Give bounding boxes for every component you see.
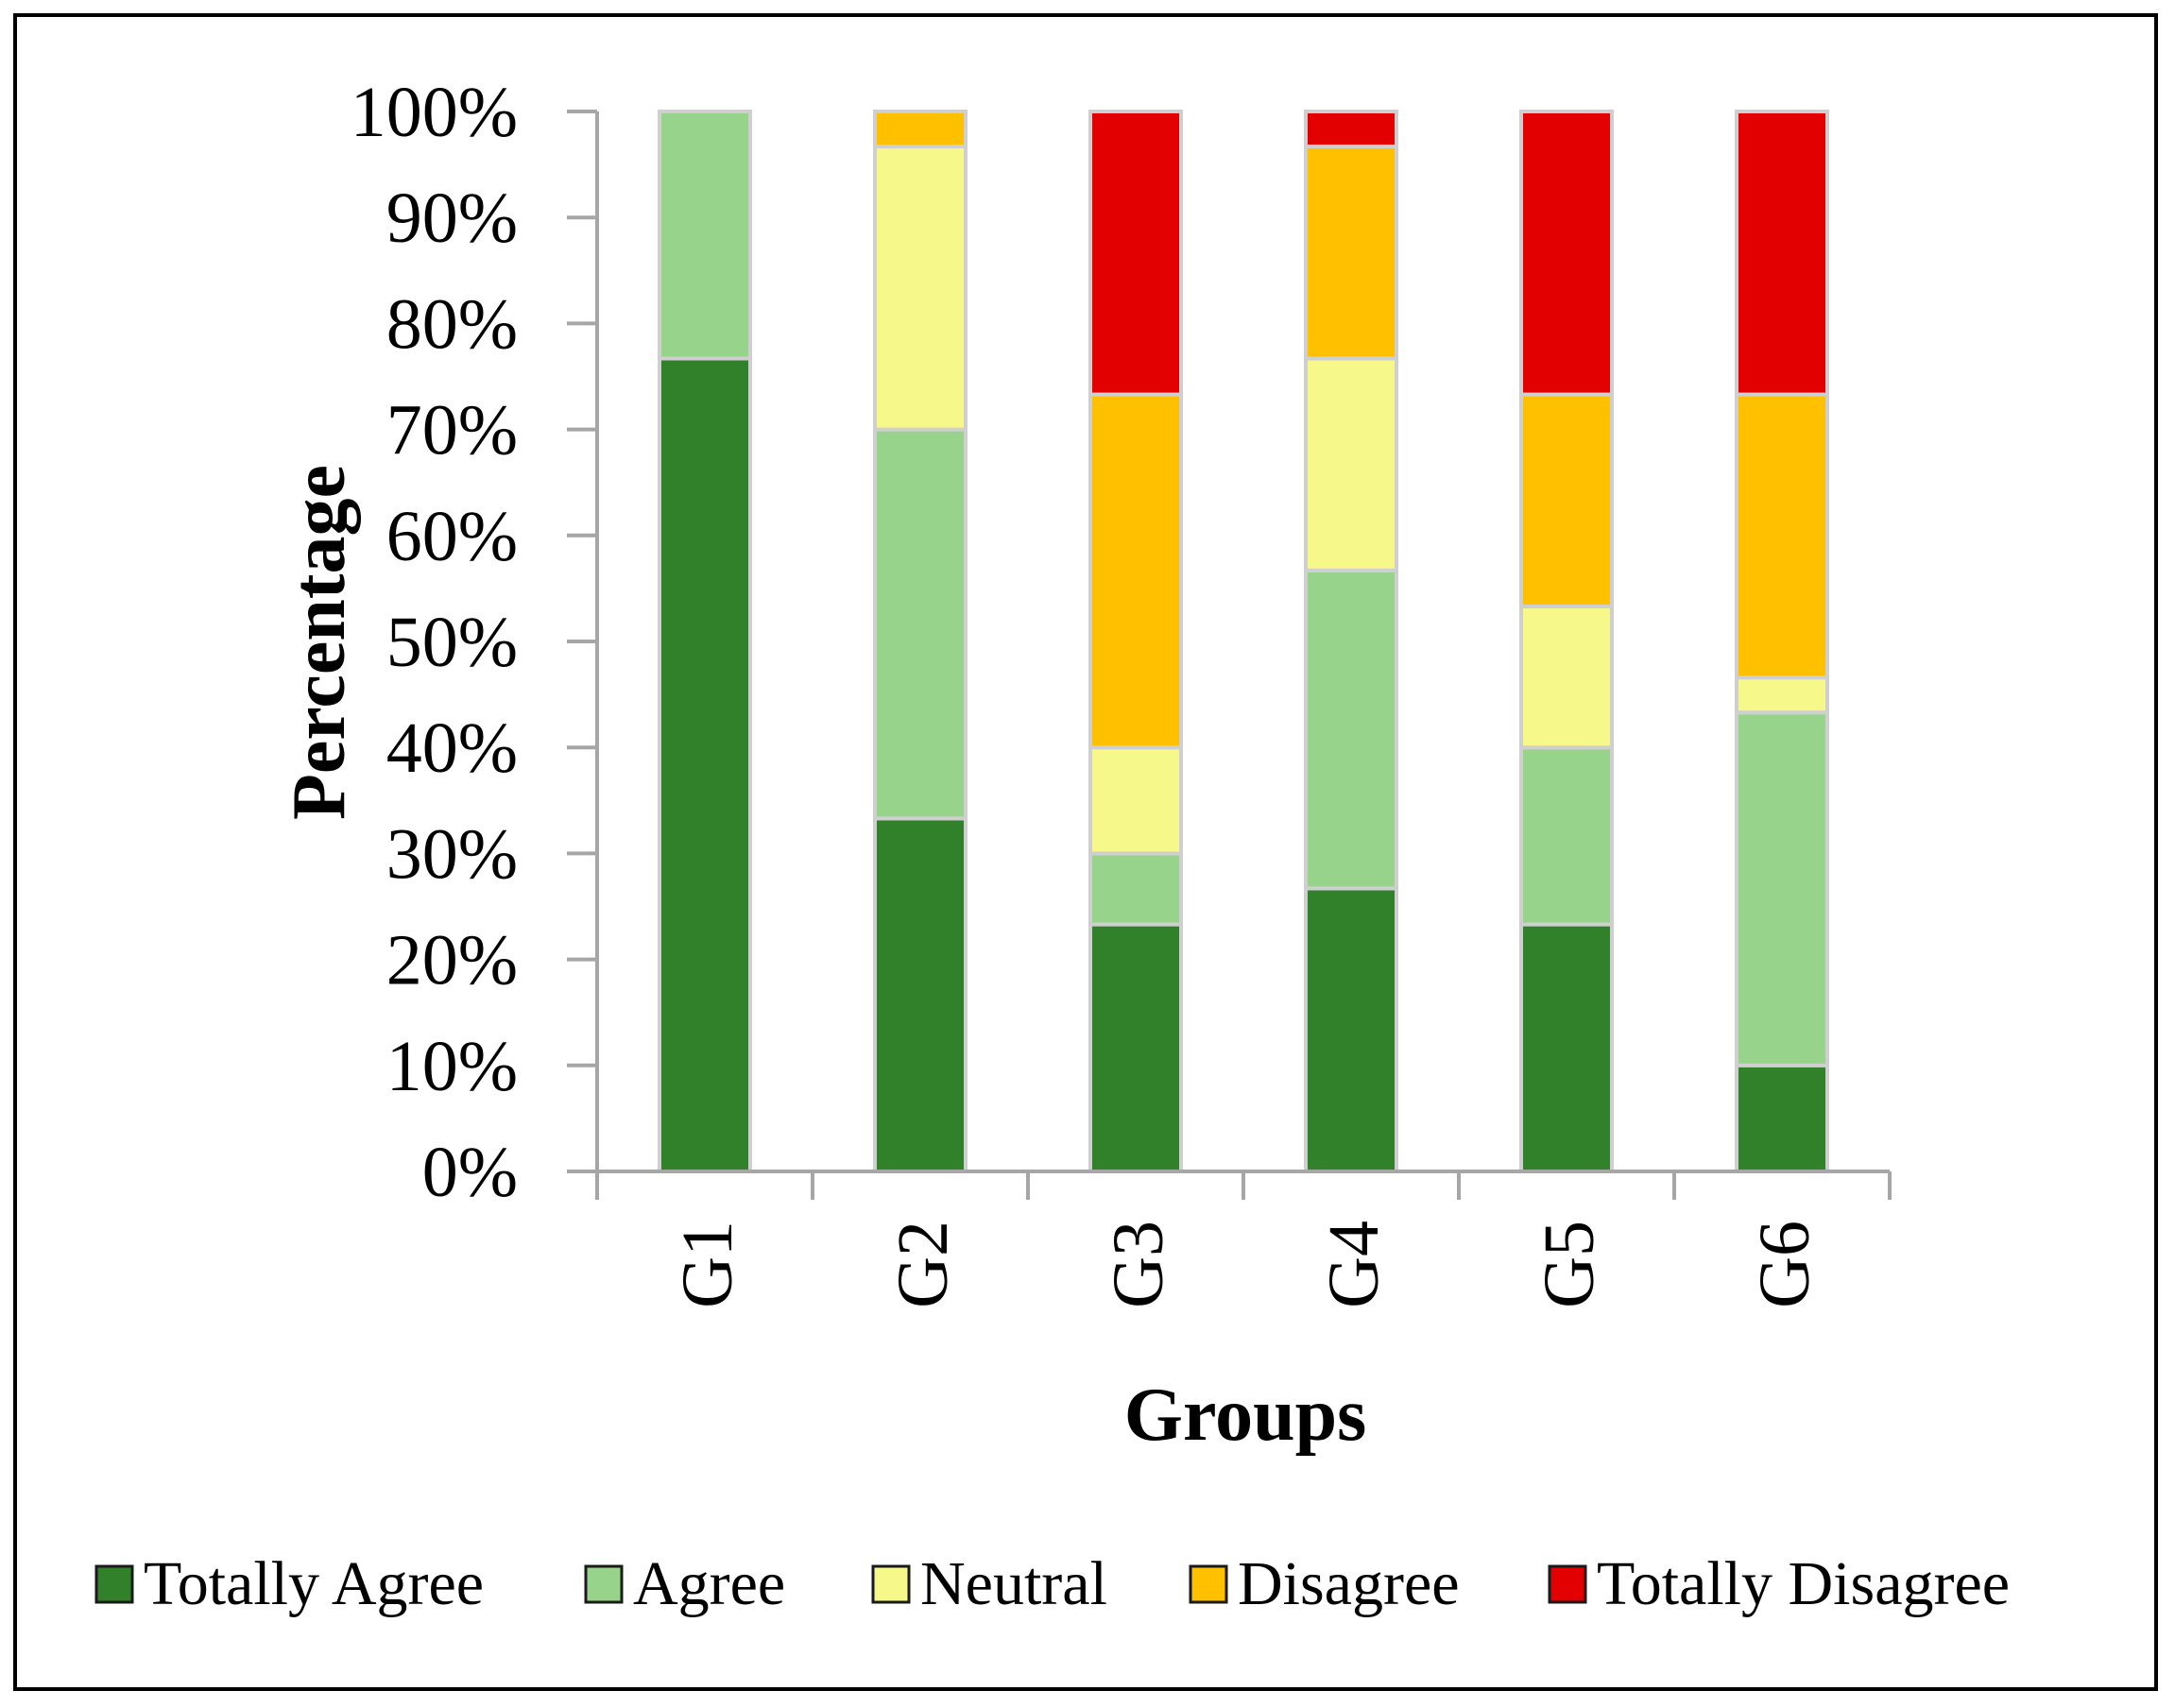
y-ticks: 0% 10% 20% 30% 40% 50% 60% 70% 80% 90% 100% xyxy=(351,73,597,1212)
legend-label-totally-agree: Totally Agree xyxy=(144,1549,484,1618)
x-ticks: G1 G2 G3 G4 G5 G6 xyxy=(595,1171,1892,1308)
axes-layer xyxy=(595,111,1890,1173)
bar-segment-g5-neutral xyxy=(1519,604,1614,750)
bars-layer xyxy=(658,110,1829,1174)
bar-segment-g2-neutral xyxy=(873,145,968,432)
y-tick-label: 40% xyxy=(386,709,518,788)
bar-segment-g5-agree xyxy=(1519,745,1614,927)
bar-segment-g6-neutral xyxy=(1735,675,1829,715)
y-tick-label: 30% xyxy=(386,814,518,894)
bar-segment-g1-agree xyxy=(658,110,752,361)
y-tick-label: 10% xyxy=(386,1027,518,1106)
x-tick-label-g3: G3 xyxy=(1099,1221,1178,1308)
bar-segment-g4-totally-disagree xyxy=(1304,110,1398,149)
bar-segment-g4-agree xyxy=(1304,568,1398,891)
legend-swatch-totally-agree xyxy=(94,1564,134,1604)
bar-segment-g4-totally-agree xyxy=(1304,886,1398,1174)
legend-label-disagree: Disagree xyxy=(1238,1549,1460,1618)
bar-segment-g6-disagree xyxy=(1735,392,1829,680)
bar-segment-g6-totally-agree xyxy=(1735,1063,1829,1174)
bar-segment-g3-totally-agree xyxy=(1088,922,1183,1173)
y-tick-label: 0% xyxy=(422,1133,518,1212)
x-tick-label-g5: G5 xyxy=(1530,1221,1609,1308)
x-tick-label-g6: G6 xyxy=(1745,1221,1824,1308)
y-tick-label: 80% xyxy=(386,284,518,364)
y-tick-label: 60% xyxy=(386,497,518,576)
bar-segment-g4-disagree xyxy=(1304,145,1398,361)
bar-segment-g5-disagree xyxy=(1519,392,1614,608)
y-tick-label: 20% xyxy=(386,921,518,1000)
y-tick-label: 70% xyxy=(386,391,518,470)
y-tick-label: 50% xyxy=(386,603,518,682)
bar-segment-g4-neutral xyxy=(1304,356,1398,572)
bar-segment-g6-agree xyxy=(1735,710,1829,1068)
bar-segment-g5-totally-agree xyxy=(1519,922,1614,1173)
x-tick-label-g2: G2 xyxy=(883,1221,963,1308)
bar-segment-g6-totally-disagree xyxy=(1735,110,1829,397)
x-axis-title: Groups xyxy=(1124,1374,1366,1457)
bar-segment-g2-totally-agree xyxy=(873,816,968,1174)
bar-segment-g2-agree xyxy=(873,427,968,821)
legend-label-neutral: Neutral xyxy=(920,1549,1107,1618)
bar-segment-g2-disagree xyxy=(873,110,968,149)
bar-segment-g3-totally-disagree xyxy=(1088,110,1183,397)
legend-swatch-disagree xyxy=(1189,1564,1228,1604)
x-tick-label-g4: G4 xyxy=(1314,1221,1394,1308)
y-tick-label: 100% xyxy=(351,73,518,152)
legend-swatch-agree xyxy=(584,1564,624,1604)
bar-segment-g3-neutral xyxy=(1088,745,1183,856)
legend-swatch-totally-disagree xyxy=(1548,1564,1587,1604)
y-tick-label: 90% xyxy=(386,179,518,258)
bar-segment-g3-agree xyxy=(1088,851,1183,927)
legend-label-agree: Agree xyxy=(633,1549,785,1618)
legend: Totally Agree Agree Neutral Disagree Totally… xyxy=(94,1549,2010,1618)
bar-segment-g5-totally-disagree xyxy=(1519,110,1614,397)
legend-swatch-neutral xyxy=(871,1564,911,1604)
x-tick-label-g1: G1 xyxy=(668,1221,747,1308)
bar-segment-g3-disagree xyxy=(1088,392,1183,750)
legend-label-totally-disagree: Totally Disagree xyxy=(1597,1549,2010,1618)
bar-segment-g1-totally-agree xyxy=(658,356,752,1173)
y-axis-title: Percentage xyxy=(278,465,361,820)
